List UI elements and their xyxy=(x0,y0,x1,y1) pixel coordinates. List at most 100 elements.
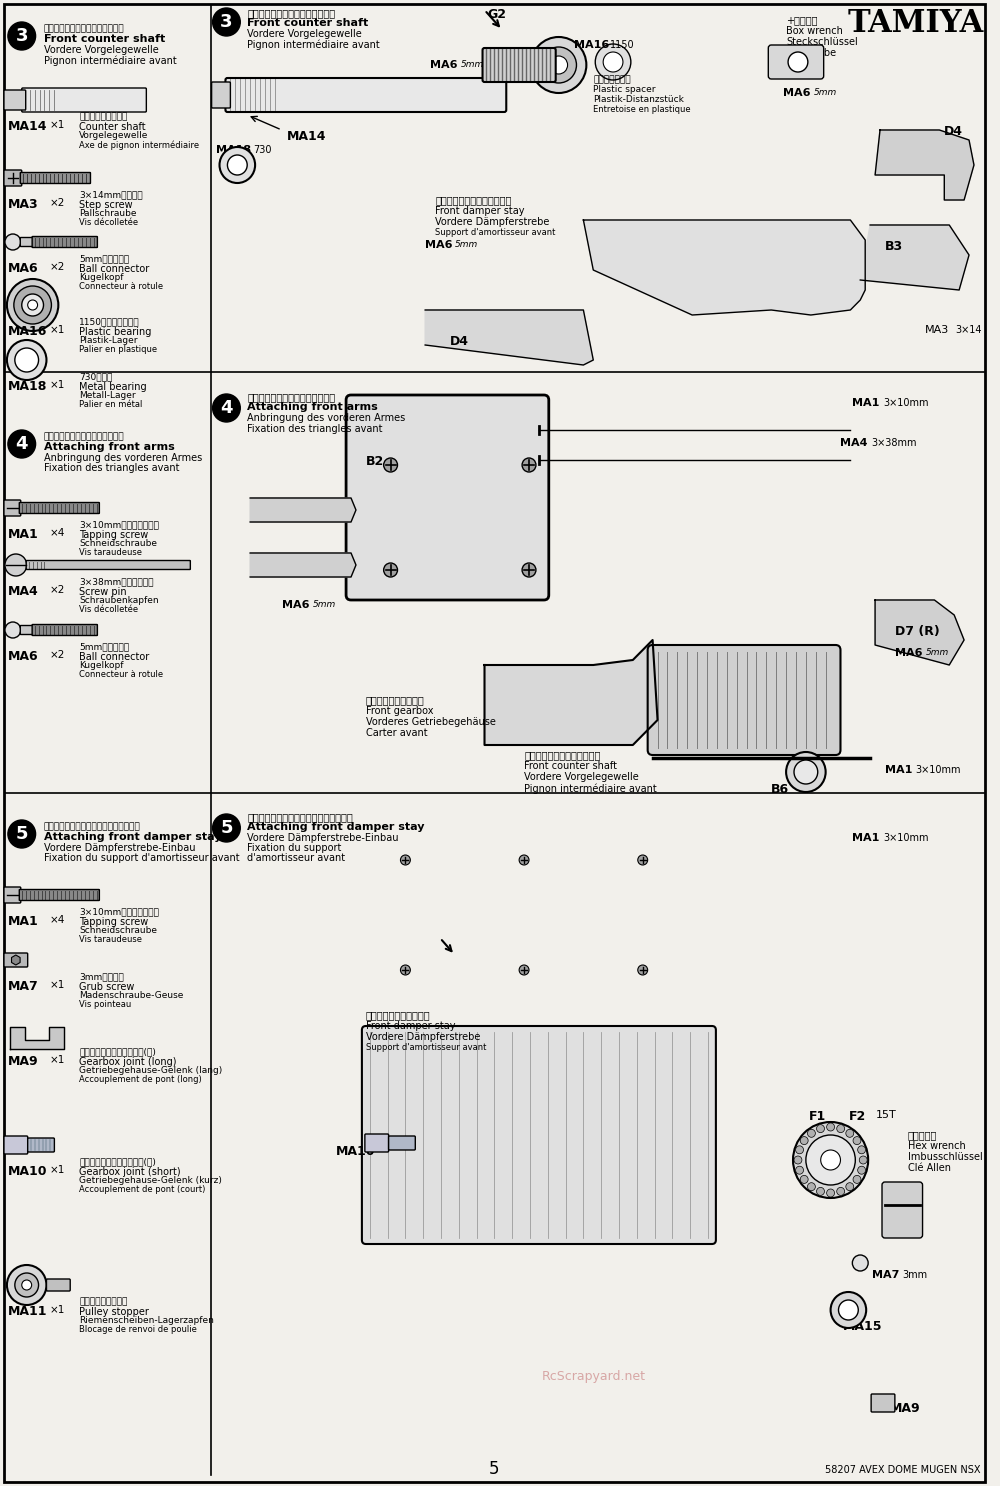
Circle shape xyxy=(817,1187,824,1195)
Circle shape xyxy=(213,814,240,843)
Text: Ball connector: Ball connector xyxy=(79,652,149,661)
Text: フロントダンパーステー: フロントダンパーステー xyxy=(366,1010,430,1019)
Text: Vordere Dämpferstrebe: Vordere Dämpferstrebe xyxy=(435,217,549,227)
Text: 5mmピロボール: 5mmピロボール xyxy=(79,642,129,651)
Text: 3mmイモネジ: 3mmイモネジ xyxy=(79,972,124,981)
Text: Counter shaft: Counter shaft xyxy=(79,122,146,132)
Text: 3×10mmタッピングビス: 3×10mmタッピングビス xyxy=(79,906,159,915)
Circle shape xyxy=(28,300,38,311)
Text: 3×10mmタッピングビス: 3×10mmタッピングビス xyxy=(79,520,159,529)
Text: Carter avant: Carter avant xyxy=(366,728,427,739)
Circle shape xyxy=(839,1300,858,1320)
Text: TAMIYA: TAMIYA xyxy=(848,7,984,39)
Text: Pignon intermédiaire avant: Pignon intermédiaire avant xyxy=(247,39,380,49)
Circle shape xyxy=(837,1187,845,1195)
Text: Fixation des triangles avant: Fixation des triangles avant xyxy=(247,424,383,434)
Circle shape xyxy=(859,1156,867,1164)
Circle shape xyxy=(384,458,397,473)
Text: ギヤーボックスジョイント(長): ギヤーボックスジョイント(長) xyxy=(79,1048,156,1057)
Text: ＜フロントカウンターシャフト＞: ＜フロントカウンターシャフト＞ xyxy=(247,7,335,18)
Circle shape xyxy=(807,1129,815,1137)
FancyBboxPatch shape xyxy=(20,626,33,635)
Circle shape xyxy=(852,1256,868,1271)
Text: Vis taraudeuse: Vis taraudeuse xyxy=(79,935,142,944)
Circle shape xyxy=(14,285,51,324)
Text: Tapping screw: Tapping screw xyxy=(79,531,148,539)
Text: Connecteur à rotule: Connecteur à rotule xyxy=(79,282,163,291)
Text: 3×10mm: 3×10mm xyxy=(883,398,928,409)
Text: Accouplement de pont (long): Accouplement de pont (long) xyxy=(79,1074,202,1083)
Text: Vis décolletée: Vis décolletée xyxy=(79,218,138,227)
Text: 730: 730 xyxy=(253,146,272,155)
Circle shape xyxy=(853,1137,861,1144)
Text: MA6: MA6 xyxy=(895,648,922,658)
Text: Attaching front damper stay: Attaching front damper stay xyxy=(44,832,221,843)
Circle shape xyxy=(400,964,410,975)
Text: MA15: MA15 xyxy=(842,1320,882,1333)
Text: 3×10mm: 3×10mm xyxy=(916,765,961,776)
Text: 5: 5 xyxy=(16,825,28,843)
Circle shape xyxy=(7,279,58,331)
Circle shape xyxy=(595,45,631,80)
Text: MA1: MA1 xyxy=(885,765,912,776)
Circle shape xyxy=(817,1125,824,1132)
Text: Box wrench: Box wrench xyxy=(786,25,843,36)
Text: MA7: MA7 xyxy=(8,979,39,993)
Text: RcScrapyard.net: RcScrapyard.net xyxy=(541,1370,645,1383)
FancyBboxPatch shape xyxy=(4,887,21,903)
Text: Attaching front arms: Attaching front arms xyxy=(247,403,378,412)
Text: +字レンチ: +字レンチ xyxy=(786,15,818,25)
Text: MA6: MA6 xyxy=(783,88,811,98)
Circle shape xyxy=(638,854,648,865)
Text: ×2: ×2 xyxy=(49,585,65,594)
Text: ×2: ×2 xyxy=(49,649,65,660)
Text: MA10: MA10 xyxy=(8,1165,47,1178)
Text: D4: D4 xyxy=(944,125,963,138)
Text: Vordere Vorgelegewelle: Vordere Vorgelegewelle xyxy=(44,45,158,55)
Circle shape xyxy=(519,854,529,865)
Circle shape xyxy=(853,1175,861,1183)
Circle shape xyxy=(384,563,397,577)
Circle shape xyxy=(531,37,586,94)
Text: 六角レンチ: 六角レンチ xyxy=(908,1129,937,1140)
Text: MA1: MA1 xyxy=(8,528,39,541)
FancyBboxPatch shape xyxy=(212,82,230,108)
FancyBboxPatch shape xyxy=(4,169,22,186)
Text: ギヤーボックスジョイント(短): ギヤーボックスジョイント(短) xyxy=(79,1158,156,1167)
Text: ×1: ×1 xyxy=(49,1305,65,1315)
Text: F1: F1 xyxy=(809,1110,826,1123)
Text: Plastic spacer: Plastic spacer xyxy=(593,85,656,94)
Polygon shape xyxy=(875,129,974,201)
FancyBboxPatch shape xyxy=(346,395,549,600)
Circle shape xyxy=(7,1265,46,1305)
Circle shape xyxy=(213,394,240,422)
Text: 3×38mm: 3×38mm xyxy=(871,438,917,447)
FancyBboxPatch shape xyxy=(32,624,97,636)
Circle shape xyxy=(638,964,648,975)
Text: ×1: ×1 xyxy=(49,380,65,389)
Text: MA11: MA11 xyxy=(8,1305,47,1318)
Text: 5mmピロボール: 5mmピロボール xyxy=(79,254,129,263)
Text: Pignon intermédiaire avant: Pignon intermédiaire avant xyxy=(44,55,176,65)
Circle shape xyxy=(220,147,255,183)
FancyBboxPatch shape xyxy=(22,88,146,111)
Circle shape xyxy=(806,1135,855,1184)
Text: 5: 5 xyxy=(220,819,233,837)
Text: MA18: MA18 xyxy=(8,380,47,392)
Text: ＜フロントロアームの取り付け＞: ＜フロントロアームの取り付け＞ xyxy=(247,392,335,403)
Circle shape xyxy=(15,348,39,372)
Text: Vordere Dämpferstrebe: Vordere Dämpferstrebe xyxy=(366,1031,480,1042)
Circle shape xyxy=(800,1137,808,1144)
Text: Kugelkopf: Kugelkopf xyxy=(79,661,124,670)
Text: Palier en plastique: Palier en plastique xyxy=(79,345,157,354)
Text: Vis décolletée: Vis décolletée xyxy=(79,605,138,614)
Circle shape xyxy=(827,1189,835,1198)
Text: MA14: MA14 xyxy=(8,120,47,134)
Text: Riemenscheiben-Lagerzapfen: Riemenscheiben-Lagerzapfen xyxy=(79,1317,214,1326)
Text: ×1: ×1 xyxy=(49,979,65,990)
Text: MA16: MA16 xyxy=(8,325,47,337)
Text: ＜フロントダンパーステーの取り付け＞: ＜フロントダンパーステーの取り付け＞ xyxy=(247,811,353,822)
Text: Vorderes Getriebegehäuse: Vorderes Getriebegehäuse xyxy=(366,718,496,727)
Text: Support d'amortisseur avant: Support d'amortisseur avant xyxy=(366,1043,486,1052)
Text: MA6: MA6 xyxy=(8,262,39,275)
